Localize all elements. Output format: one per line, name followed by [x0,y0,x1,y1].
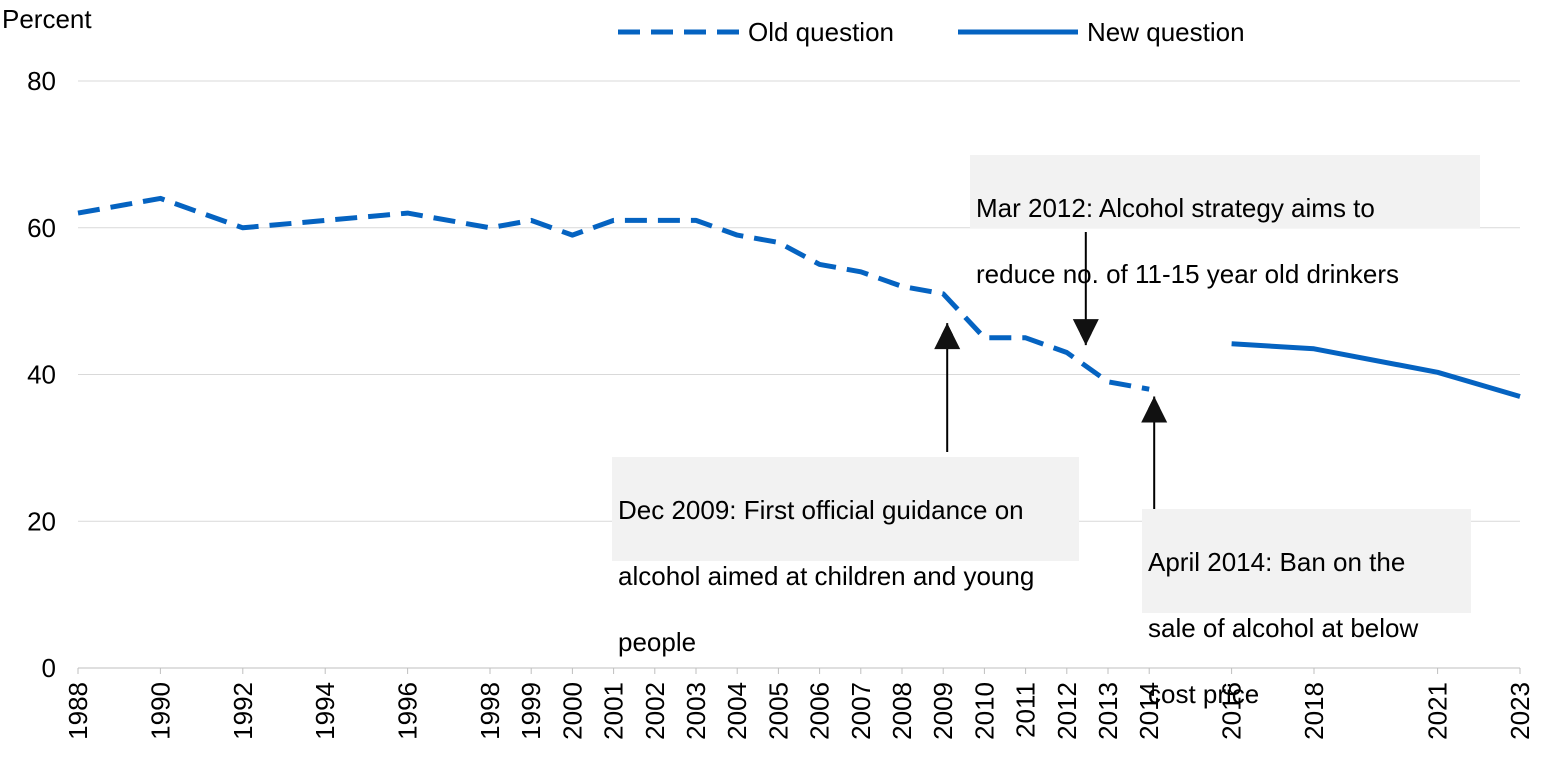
x-tick-label: 1999 [516,682,546,740]
x-tick-label: 1994 [310,682,340,740]
annotation-apr-2014: April 2014: Ban on the sale of alcohol a… [1142,509,1471,709]
x-tick-label: 2007 [846,682,876,740]
x-tick-label: 1996 [393,682,423,740]
x-tick-label: 1998 [475,682,505,740]
x-tick-label: 1992 [228,682,258,740]
annotation-dec-2009-line-3: people [618,627,697,657]
annotation-mar-2012-line-1: Mar 2012: Alcohol strategy aims to [976,193,1375,223]
legend-label-old-question: Old question [748,17,894,47]
annotation-mar-2012-line-2: reduce no. of 11-15 year old drinkers [976,259,1399,289]
x-tick-label: 2010 [969,682,999,740]
annotation-dec-2009-line-2: alcohol aimed at children and young [618,561,1035,591]
y-axis-title: Percent [2,4,92,34]
x-tick-label: 2004 [722,682,752,740]
series-line-old-question [77,195,1150,392]
annotation-apr-2014-line-3: cost price [1148,679,1260,709]
x-tick-label: 2018 [1299,682,1329,740]
x-tick-label: 2023 [1505,682,1535,740]
y-tick-label: 60 [27,213,56,243]
x-tick-label: 2012 [1052,682,1082,740]
annotation-arrowhead [1072,319,1099,346]
x-tick-label: 2001 [599,682,629,740]
annotation-mar-2012: Mar 2012: Alcohol strategy aims to reduc… [970,155,1480,289]
legend-label-new-question: New question [1087,17,1245,47]
annotation-apr-2014-line-2: sale of alcohol at below [1148,613,1419,643]
x-tick-label: 2016 [1217,682,1247,740]
x-tick-label: 2000 [557,682,587,740]
x-tick-label: 1988 [63,682,93,740]
x-tick-label: 2008 [887,682,917,740]
x-tick-label: 2009 [928,682,958,740]
x-tick-label: 1990 [145,682,175,740]
annotation-dec-2009-line-1: Dec 2009: First official guidance on [618,495,1024,525]
annotation-arrowhead [1141,396,1168,423]
y-tick-label: 20 [27,506,56,536]
x-tick-label: 2005 [763,682,793,740]
x-tick-label: 2011 [1011,682,1041,738]
annotation-dec-2009: Dec 2009: First official guidance on alc… [612,457,1079,657]
x-tick-label: 2002 [640,682,670,740]
annotation-arrowhead [934,323,961,350]
x-tick-label: 2014 [1134,682,1164,740]
x-tick-label: 2003 [681,682,711,740]
series-line-new-question [1231,341,1521,399]
annotation-apr-2014-line-1: April 2014: Ban on the [1148,547,1406,577]
x-tick-label: 2006 [805,682,835,740]
x-tick-label: 2021 [1423,682,1453,740]
y-tick-label: 80 [27,66,56,96]
y-tick-label: 0 [42,653,56,683]
x-tick-label: 2013 [1093,682,1123,740]
y-tick-label: 40 [27,360,56,390]
